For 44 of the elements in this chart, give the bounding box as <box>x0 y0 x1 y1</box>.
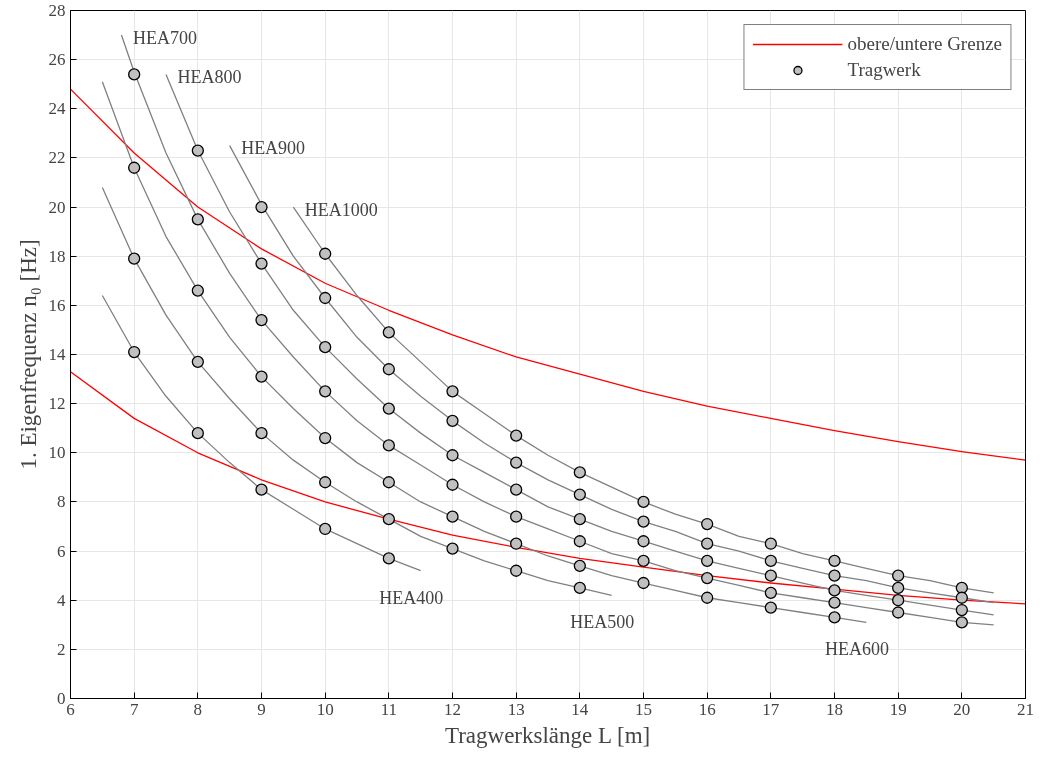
y-axis-title: 1. Eigenfrequenz n₀ [Hz] <box>15 239 41 470</box>
x-tick-label: 10 <box>316 699 334 719</box>
y-tick-label: 2 <box>57 639 66 659</box>
x-tick-label: 11 <box>380 699 398 719</box>
line-series <box>101 294 422 572</box>
legend-label: obere/untere Grenze <box>847 33 1002 55</box>
series-label: HEA500 <box>570 612 635 633</box>
y-tick-label: 10 <box>48 443 66 463</box>
x-tick-label: 9 <box>257 699 266 719</box>
x-tick-label: 18 <box>826 699 843 719</box>
x-tick-label: 16 <box>698 699 716 719</box>
series-label: HEA600 <box>824 639 889 660</box>
y-tick-label: 8 <box>57 492 66 512</box>
series-label: HEA700 <box>132 27 197 48</box>
y-tick-label: 6 <box>57 541 66 561</box>
series-label: HEA800 <box>177 66 242 87</box>
series-label: HEA900 <box>241 138 306 159</box>
x-tick-label: 13 <box>507 699 525 719</box>
x-tick-label: 15 <box>635 699 652 719</box>
y-tick-label: 18 <box>48 246 66 266</box>
x-tick-label: 20 <box>953 699 971 719</box>
x-tick-label: 19 <box>889 699 907 719</box>
x-tick-label: 7 <box>129 699 139 719</box>
y-tick-label: 14 <box>48 345 66 364</box>
legend-label: Tragwerk <box>847 59 921 81</box>
y-tick-label: 4 <box>57 590 66 610</box>
y-tick-label: 12 <box>48 394 66 414</box>
x-tick-label: 14 <box>571 699 589 719</box>
y-tick-label: 20 <box>48 197 66 217</box>
series-label: HEA400 <box>379 587 444 608</box>
y-tick-label: 16 <box>48 295 66 315</box>
x-tick-label: 12 <box>444 699 461 719</box>
series-label: HEA1000 <box>304 199 378 220</box>
y-tick-label: 24 <box>48 99 66 119</box>
x-tick-label: 17 <box>762 699 780 719</box>
y-tick-label: 0 <box>57 689 66 708</box>
x-tick-label: 21 <box>1017 699 1034 719</box>
x-tick-label: 8 <box>193 699 203 719</box>
y-tick-label: 22 <box>48 148 66 168</box>
y-tick-label: 26 <box>48 50 66 70</box>
line-series <box>70 88 1026 461</box>
x-axis-title: Tragwerkslänge L [m] <box>444 722 651 748</box>
line-series <box>70 371 1026 605</box>
y-tick-label: 28 <box>48 1 66 20</box>
